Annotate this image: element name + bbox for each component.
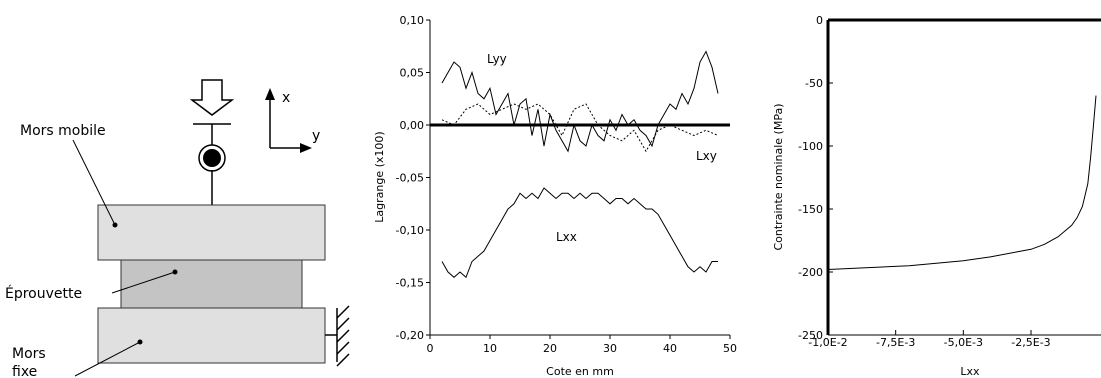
series-line-lxy [441, 103, 719, 153]
chart2-ytick-label: 0 [816, 14, 823, 27]
ground-icon [325, 305, 350, 367]
axis-y-label: y [312, 128, 320, 144]
chart1-ytick-label: 0,05 [400, 67, 425, 80]
chart2-ytick-label: -150 [798, 203, 823, 216]
leader-moving-jaw [72, 139, 116, 226]
series-label-lxy: Lxy [696, 149, 717, 163]
chart2-xtick-label: -7,5E-3 [876, 336, 915, 349]
chart2-ytick-label: -200 [798, 266, 823, 279]
chart1-ytick-label: -0,20 [396, 329, 424, 342]
chart2-ytick-label: -250 [798, 329, 823, 342]
axes-icon [265, 88, 312, 153]
moving-jaw [97, 204, 326, 261]
fixed-jaw-label-2: fixe [12, 364, 37, 378]
chart2-ylabel: Contrainte nominale (MPa) [772, 103, 785, 250]
leader-specimen [111, 271, 176, 294]
chart1-ylabel: Lagrange (x100) [373, 131, 386, 222]
specimen [120, 259, 303, 309]
stress-strain-chart: 0 -50 -100 -150 -200 -250-1,0E-2 -7,5E-3 -5,0E-… [772, 14, 1101, 378]
series-line-lyy [441, 50, 719, 153]
chart1-xtick-label: 30 [603, 342, 617, 355]
chart1-xtick-label: 50 [723, 342, 737, 355]
load-arrow-icon [189, 79, 235, 116]
chart1-ytick-label: 0,10 [400, 14, 425, 27]
test-rig-diagram: x y Mors mobile Éprouvette Mors fixe [5, 79, 350, 378]
fixed-jaw-label-1: Mors [12, 346, 46, 362]
chart1-xtick-label: 40 [663, 342, 677, 355]
strain-profile-chart: 0,10 0,05 0,00 -0,05 -0,10 -0,15 -0,200 10 20 30 4… [373, 14, 737, 378]
series-label-lyy: Lyy [487, 52, 507, 66]
chart2-ytick-label: -50 [805, 77, 823, 90]
chart1-xtick-label: 20 [543, 342, 557, 355]
chart1-xtick-label: 0 [427, 342, 434, 355]
chart2-ytick-label: -100 [798, 140, 823, 153]
stress-strain-curve [828, 95, 1097, 270]
chart1-ytick-label: -0,15 [396, 277, 424, 290]
moving-jaw-label: Mors mobile [20, 123, 106, 139]
series-label-lxx: Lxx [556, 230, 577, 244]
chart1-ytick-label: 0,00 [400, 119, 425, 132]
chart2-xtick-label: -5,0E-3 [944, 336, 983, 349]
specimen-label: Éprouvette [5, 285, 82, 302]
chart1-xtick-label: 10 [483, 342, 497, 355]
series-line-lxx [441, 187, 718, 279]
axis-x-label: x [282, 90, 290, 106]
fixed-jaw [97, 307, 326, 364]
chart2-xlabel: Lxx [960, 365, 980, 378]
ball-joint-icon [198, 144, 226, 172]
chart1-ytick-label: -0,05 [396, 172, 424, 185]
chart1-ytick-label: -0,10 [396, 224, 424, 237]
chart1-xlabel: Cote en mm [546, 365, 614, 378]
chart2-xtick-label: -1,0E-2 [808, 336, 847, 349]
chart2-xtick-label: -2,5E-3 [1011, 336, 1050, 349]
leader-fixed-jaw [74, 341, 141, 377]
